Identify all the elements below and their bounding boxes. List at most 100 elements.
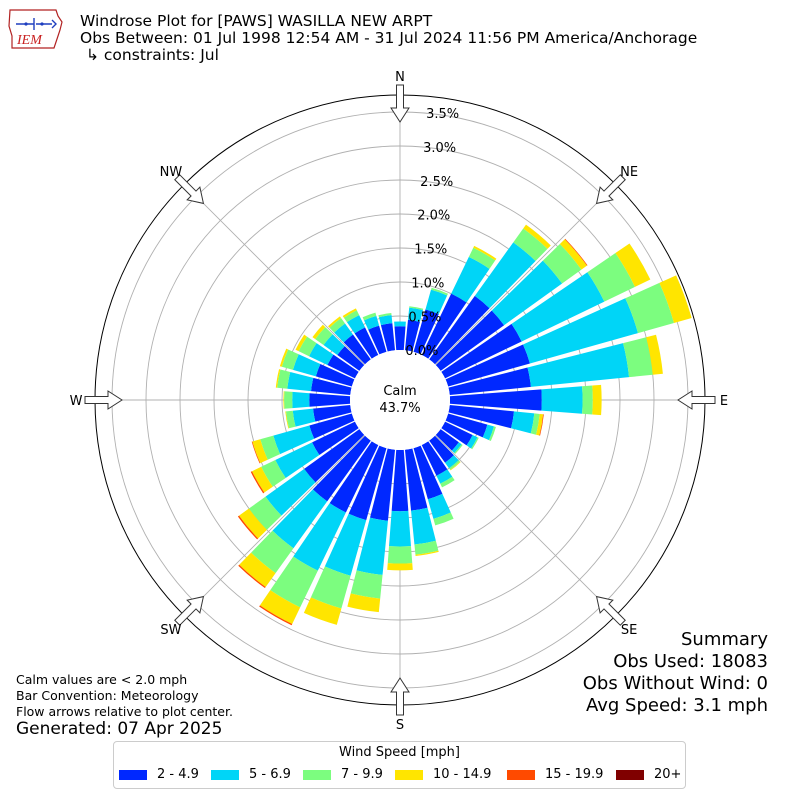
windrose-bar <box>454 444 463 454</box>
calm-label: Calm <box>383 384 416 399</box>
windrose-bar <box>415 550 439 556</box>
windrose-bar <box>277 369 291 389</box>
windrose-bar <box>435 310 505 371</box>
radial-tick-label: 1.0% <box>411 276 444 291</box>
windrose-bar <box>284 391 293 409</box>
flow-arrow <box>595 595 626 626</box>
windrose-bar <box>592 384 602 416</box>
windrose-bar <box>414 540 439 555</box>
flow-arrow <box>174 174 205 205</box>
windrose-bar <box>285 411 289 429</box>
windrose-bar <box>239 552 276 587</box>
windrose-bar <box>564 238 588 266</box>
windrose-bar <box>312 324 326 340</box>
direction-label-nw: NW <box>160 165 183 180</box>
windrose-bar <box>542 243 582 284</box>
radial-tick-label: 3.5% <box>426 107 459 122</box>
windrose-bar <box>356 517 388 575</box>
windrose-bar <box>251 530 294 574</box>
windrose-bar <box>370 448 396 521</box>
direction-labels: N NE E SE S SW W NW <box>70 70 729 733</box>
windrose-bar <box>473 245 497 261</box>
windrose-bar <box>313 404 352 422</box>
legend-label: 7 - 9.9 <box>341 767 383 782</box>
windrose-bar <box>283 391 285 409</box>
windrose-bar <box>275 442 320 478</box>
windrose-bar <box>312 421 359 456</box>
legend-swatch <box>395 769 423 780</box>
windrose-bar <box>623 337 653 378</box>
windrose-bar <box>285 410 296 429</box>
legend-item: 20+ <box>616 767 681 782</box>
windrose-bar <box>275 369 281 388</box>
direction-label-sw: SW <box>160 623 181 638</box>
windrose-bar <box>451 442 462 453</box>
windrose-bar <box>378 315 393 326</box>
windrose-bar <box>435 429 459 451</box>
summary-title: Summary <box>681 629 768 650</box>
radial-tick-label: 2.0% <box>417 209 450 224</box>
windrose-bar <box>380 323 396 352</box>
windrose-bar <box>337 346 365 371</box>
legend-label: 5 - 6.9 <box>249 767 291 782</box>
windrose-bar <box>536 413 544 436</box>
legend-label: 15 - 19.9 <box>545 767 604 782</box>
windrose-bar <box>270 556 318 608</box>
windrose-bar <box>559 239 587 270</box>
windrose-bar <box>445 455 459 469</box>
windrose-bar <box>421 441 448 476</box>
windrose-bar <box>261 460 286 487</box>
legend-swatch <box>616 769 644 780</box>
windrose-bar <box>451 256 490 303</box>
flow-arrows <box>84 84 716 716</box>
windrose-bar <box>259 605 293 626</box>
windrose-bar <box>343 334 371 365</box>
radial-tick-label: 2.5% <box>420 175 453 190</box>
legend-item: 15 - 19.9 <box>507 767 603 782</box>
constraints: ↳ constraints: Jul <box>86 46 219 64</box>
legend-item: 7 - 9.9 <box>303 767 383 782</box>
legend-swatch <box>303 769 331 780</box>
windrose-bar <box>408 307 423 322</box>
windrose-bar <box>354 327 379 359</box>
windrose-bar <box>445 413 488 438</box>
windrose-bar <box>315 327 333 346</box>
legend-label: 2 - 4.9 <box>157 767 199 782</box>
windrose-bar <box>450 461 461 471</box>
windrose-bar <box>448 404 515 429</box>
windrose-bar <box>471 437 479 450</box>
windrose-bar <box>347 593 381 613</box>
windrose-bar <box>250 471 265 494</box>
grid-spoke <box>435 435 616 616</box>
radial-tick-label: 0.5% <box>408 310 441 325</box>
windrose-bar <box>329 441 379 513</box>
windrose-bar <box>391 449 409 512</box>
windrose-bar <box>315 364 355 387</box>
windrose-bar <box>248 496 282 530</box>
obs-range: Obs Between: 01 Jul 1998 12:54 AM - 31 J… <box>80 29 698 47</box>
windrose-bar <box>436 469 453 484</box>
windrose-bar <box>659 275 692 323</box>
windrose-bar <box>309 393 351 407</box>
windrose-bar <box>431 287 448 296</box>
windrose-bar <box>429 295 490 365</box>
windrose-bar <box>348 445 387 521</box>
windrose-bar <box>441 323 522 379</box>
direction-label-se: SE <box>621 623 637 638</box>
windrose-bar <box>237 515 259 540</box>
windrose-bar <box>238 564 266 589</box>
windrose-bar <box>324 513 367 576</box>
windrose-bar <box>433 512 454 526</box>
windrose-bar <box>413 445 443 500</box>
windrose-bar <box>362 312 377 321</box>
windrose-bar <box>328 316 342 328</box>
windrose-bar <box>311 377 352 396</box>
bar-convention-note: Bar Convention: Meteorology <box>16 688 199 703</box>
windrose-bar <box>530 413 540 435</box>
windrose-bar <box>413 309 439 355</box>
flow-arrow-shape <box>174 174 205 205</box>
flow-arrow-shape <box>390 677 410 716</box>
legend-swatch <box>507 769 535 780</box>
windrose-bar <box>252 439 268 464</box>
radial-tick-labels: 0.0% 0.5% 1.0% 1.5% 2.0% 2.5% 3.0% 3.5% <box>405 107 459 359</box>
